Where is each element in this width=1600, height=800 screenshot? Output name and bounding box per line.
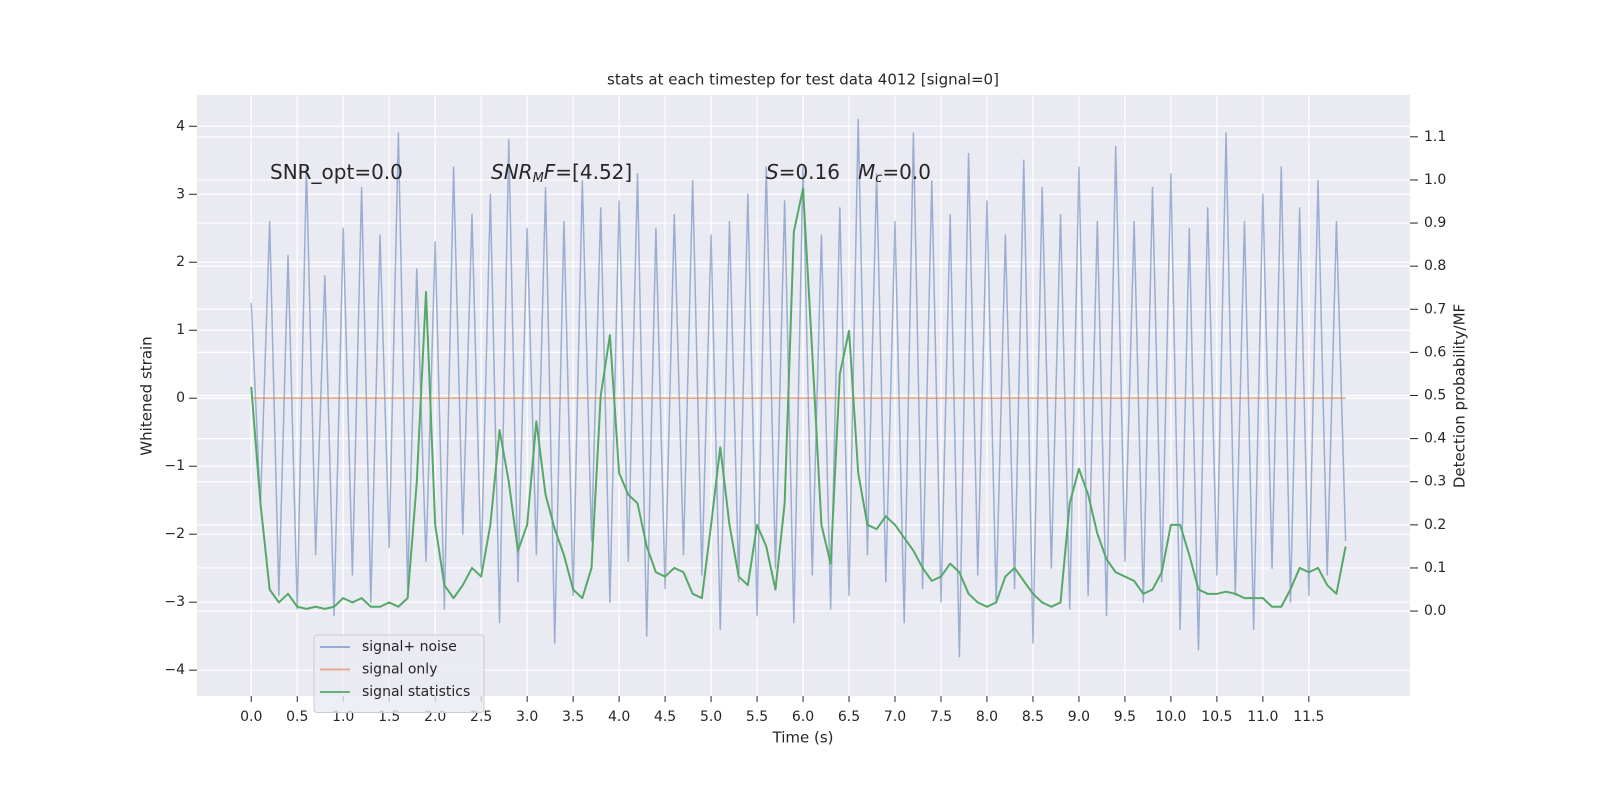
y2-tick-label: 0.0	[1424, 603, 1446, 619]
annotation: Mc=0.0	[858, 160, 931, 186]
annotation-part: M	[533, 171, 544, 186]
x-tick-label: 7.5	[930, 709, 952, 725]
legend-label: signal statistics	[362, 684, 470, 700]
y-tick-label: 1	[176, 322, 185, 338]
series-line	[250, 187, 1347, 610]
y2-tick-label: 0.7	[1424, 301, 1446, 317]
x-tick-label: 8.5	[1022, 709, 1044, 725]
x-tick-label: 6.5	[838, 709, 860, 725]
y2-axis-label: Detection probability/MF	[1451, 304, 1469, 488]
series-line	[250, 118, 1347, 658]
annotation-part: SNR	[491, 160, 533, 184]
x-tick-label: 11.0	[1247, 709, 1278, 725]
x-tick-label: 5.5	[746, 709, 768, 725]
annotation-part: M	[858, 160, 875, 184]
x-tick-label: 9.5	[1114, 709, 1136, 725]
y2-tick-label: 0.3	[1424, 474, 1446, 490]
x-tick-label: 0.0	[240, 709, 262, 725]
y2-tick-label: 0.4	[1424, 431, 1446, 447]
y-axis-label: Whitened strain	[138, 336, 156, 455]
annotation-part: S	[766, 160, 779, 184]
annotation: SNR_opt=0.0	[270, 160, 403, 184]
x-tick-label: 4.5	[654, 709, 676, 725]
y2-tick-label: 0.2	[1424, 517, 1446, 533]
x-tick-label: 10.5	[1201, 709, 1232, 725]
annotation: SNRMF=[4.52]	[491, 160, 632, 186]
legend-label: signal+ noise	[362, 639, 457, 655]
y2-tick-label: 1.1	[1424, 129, 1446, 145]
y2-tick-label: 0.9	[1424, 215, 1446, 231]
y-tick-label: −1	[164, 458, 185, 474]
annotation-part: =0.16	[779, 160, 840, 184]
annotation-part: =[4.52]	[555, 160, 632, 184]
y-tick-label: −4	[164, 662, 185, 678]
x-tick-label: 5.0	[700, 709, 722, 725]
y2-tick-label: 1.0	[1424, 172, 1446, 188]
legend-label: signal only	[362, 662, 437, 678]
chart-title: stats at each timestep for test data 401…	[607, 71, 999, 89]
annotation: S=0.16	[766, 160, 840, 184]
grid	[197, 95, 1410, 696]
marks	[250, 118, 1347, 658]
y-tick-label: 3	[176, 186, 185, 202]
y-tick-label: 2	[176, 254, 185, 270]
x-tick-label: 9.0	[1068, 709, 1090, 725]
x-tick-label: 10.0	[1155, 709, 1186, 725]
legend-box	[313, 634, 485, 713]
x-tick-label: 4.0	[608, 709, 630, 725]
x-tick-label: 11.5	[1293, 709, 1324, 725]
x-tick-label: 8.0	[976, 709, 998, 725]
y2-tick-label: 0.1	[1424, 560, 1446, 576]
annotation-part: SNR_opt=0.0	[270, 160, 403, 184]
x-tick-label: 6.0	[792, 709, 814, 725]
annotation-part: c	[875, 171, 882, 186]
y-tick-label: −3	[164, 594, 185, 610]
y-tick-label: −2	[164, 526, 185, 542]
x-tick-label: 3.0	[516, 709, 538, 725]
y-tick-label: 0	[176, 390, 185, 406]
annotation-part: F	[544, 160, 556, 184]
y2-tick-label: 0.5	[1424, 388, 1446, 404]
y2-tick-label: 0.6	[1424, 344, 1446, 360]
annotation-part: =0.0	[882, 160, 931, 184]
x-axis-label: Time (s)	[772, 729, 834, 747]
x-tick-label: 3.5	[562, 709, 584, 725]
x-tick-label: 0.5	[286, 709, 308, 725]
y2-tick-label: 0.8	[1424, 258, 1446, 274]
x-tick-label: 7.0	[884, 709, 906, 725]
y-tick-label: 4	[176, 118, 185, 134]
